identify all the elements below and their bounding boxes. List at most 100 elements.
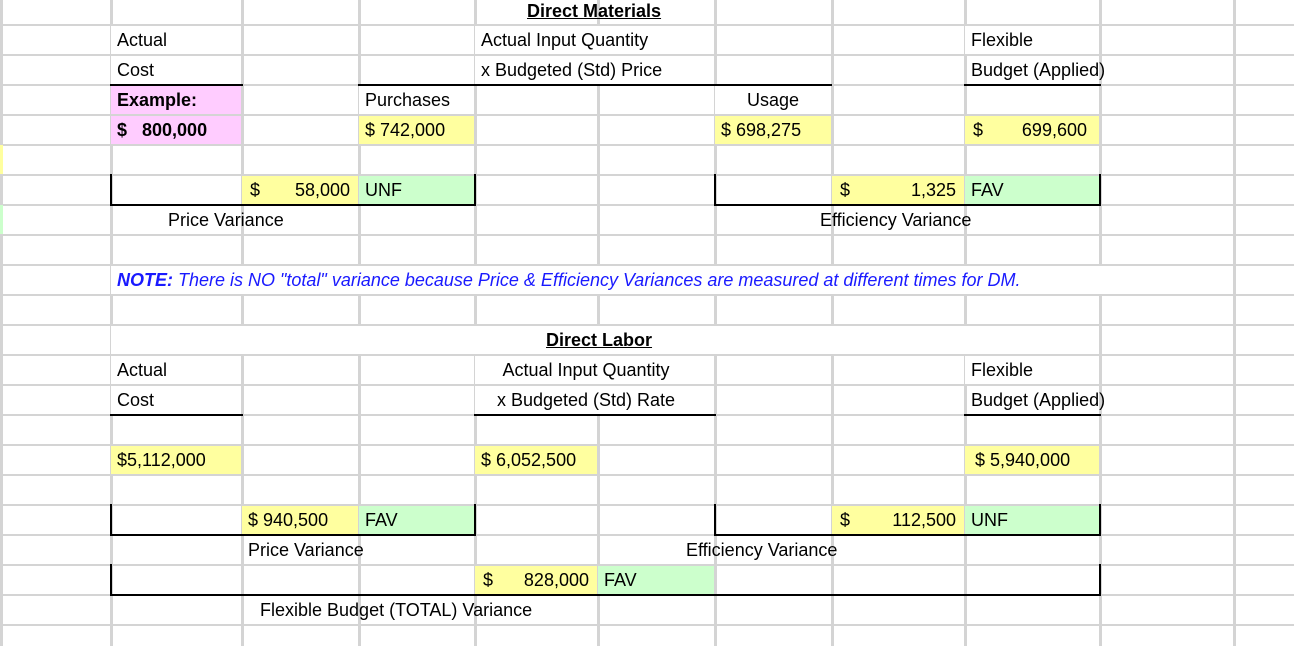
header-underline <box>964 414 1101 416</box>
bracket <box>110 204 476 206</box>
header-underline <box>110 414 243 416</box>
currency-symbol: $ <box>840 180 851 200</box>
gridline <box>0 24 1294 26</box>
bracket <box>714 174 716 206</box>
currency-symbol: $ <box>973 120 984 140</box>
currency-symbol: $ <box>250 180 261 200</box>
dm-example-label[interactable]: Example: <box>111 86 241 114</box>
dm-actual-cost-header-1[interactable]: Actual <box>111 26 241 54</box>
gridline <box>0 204 1294 206</box>
dl-actual-cost-header-2[interactable]: Cost <box>111 386 241 414</box>
dl-price-variance-label[interactable]: Price Variance <box>248 540 364 560</box>
header-underline <box>964 84 1101 86</box>
dl-price-variance-amount[interactable]: $ 940,500 <box>242 506 358 534</box>
dm-flex-header-2[interactable]: Budget (Applied) <box>971 60 1106 80</box>
gridline <box>831 0 834 646</box>
gridline <box>0 624 1294 626</box>
dl-actual-cost-header-1[interactable]: Actual <box>111 356 241 384</box>
dl-actual-value[interactable]: $5,112,000 <box>111 446 241 474</box>
gridline <box>358 0 361 646</box>
dm-example-value[interactable]: $ 800,000 <box>111 116 241 144</box>
gridline <box>241 0 244 646</box>
dm-efficiency-variance-label[interactable]: Efficiency Variance <box>820 210 972 230</box>
gridline <box>0 0 3 646</box>
dm-aq-sp-header-1[interactable]: Actual Input Quantity <box>475 26 714 54</box>
amount: 699,600 <box>1021 120 1087 140</box>
dm-usage-label[interactable]: Usage <box>715 86 831 114</box>
dl-total-variance-flag[interactable]: FAV <box>598 566 714 594</box>
gridline <box>0 354 1294 356</box>
gridline <box>1233 0 1236 646</box>
dm-efficiency-variance-flag[interactable]: FAV <box>965 176 1099 204</box>
bracket <box>474 174 476 206</box>
dl-aq-sr-header-2[interactable]: x Budgeted (Std) Rate <box>475 386 697 414</box>
dm-price-variance-flag[interactable]: UNF <box>359 176 474 204</box>
header-underline <box>358 84 832 86</box>
bracket <box>1099 504 1101 536</box>
dl-title-text: Direct Labor <box>546 330 653 350</box>
bracket <box>474 504 476 536</box>
dm-usage-value[interactable]: $ 698,275 <box>715 116 831 144</box>
currency-symbol: $ <box>840 510 851 530</box>
gridline <box>110 0 113 646</box>
dm-price-variance-label[interactable]: Price Variance <box>168 210 284 230</box>
dm-flex-value[interactable]: $ 699,600 <box>965 116 1099 144</box>
bracket <box>714 204 1101 206</box>
header-underline <box>474 414 716 416</box>
dm-note[interactable]: NOTE: There is NO "total" variance becau… <box>111 266 1231 294</box>
bracket <box>1099 564 1101 596</box>
gridline <box>0 384 1294 386</box>
bracket <box>110 504 112 536</box>
dm-aq-sp-header-2[interactable]: x Budgeted (Std) Price <box>475 56 714 84</box>
dl-flex-header-1[interactable]: Flexible <box>965 356 1099 384</box>
gridline <box>1099 0 1102 646</box>
dl-flex-value[interactable]: $ 5,940,000 <box>965 446 1099 474</box>
gridline <box>0 114 1294 116</box>
gridline <box>0 264 1294 266</box>
dm-flex-header-1[interactable]: Flexible <box>965 26 1099 54</box>
bracket <box>110 534 476 536</box>
dl-total-variance-amount[interactable]: $ 828,000 <box>475 566 597 594</box>
dm-purchases-value[interactable]: $ 742,000 <box>359 116 474 144</box>
dm-actual-cost-header-2[interactable]: Cost <box>111 56 241 84</box>
gridline <box>0 564 1294 566</box>
gridline <box>0 444 1294 446</box>
bracket <box>1099 174 1101 206</box>
bracket <box>110 594 1101 596</box>
gridline <box>0 534 1294 536</box>
amount: 828,000 <box>523 570 589 590</box>
gridline <box>597 0 600 646</box>
dl-aq-sr-value[interactable]: $ 6,052,500 <box>475 446 597 474</box>
dl-total-variance-label[interactable]: Flexible Budget (TOTAL) Variance <box>260 600 533 620</box>
dl-price-variance-flag[interactable]: FAV <box>359 506 474 534</box>
dm-purchases-label[interactable]: Purchases <box>359 86 474 114</box>
merged-title-row <box>111 326 1075 354</box>
dl-efficiency-variance-amount[interactable]: $ 112,500 <box>832 506 964 534</box>
dl-efficiency-variance-flag[interactable]: UNF <box>965 506 1099 534</box>
note-text: There is NO "total" variance because Pri… <box>173 270 1021 290</box>
gridline <box>0 324 1294 326</box>
bracket <box>714 504 716 536</box>
gridline <box>0 474 1294 476</box>
cell-fill-hint <box>0 205 3 234</box>
note-label: NOTE: <box>117 270 173 290</box>
dm-title: Direct Materials <box>527 1 662 21</box>
gridline <box>474 0 477 646</box>
bracket <box>714 534 1101 536</box>
header-underline <box>110 84 243 86</box>
gridline <box>714 0 717 646</box>
gridline <box>0 234 1294 236</box>
dl-flex-header-2[interactable]: Budget (Applied) <box>971 390 1106 410</box>
dm-price-variance-amount[interactable]: $ 58,000 <box>242 176 358 204</box>
dm-efficiency-variance-amount[interactable]: $ 1,325 <box>832 176 964 204</box>
amount: 1,325 <box>910 180 956 200</box>
dl-efficiency-variance-label[interactable]: Efficiency Variance <box>686 540 838 560</box>
gridline <box>964 0 967 646</box>
dl-aq-sr-header-1[interactable]: Actual Input Quantity <box>475 356 697 384</box>
cell-fill-hint <box>0 145 3 174</box>
amount: 112,500 <box>892 510 956 530</box>
bracket <box>110 174 112 206</box>
gridline <box>0 54 1294 56</box>
currency-symbol: $ <box>483 570 494 590</box>
